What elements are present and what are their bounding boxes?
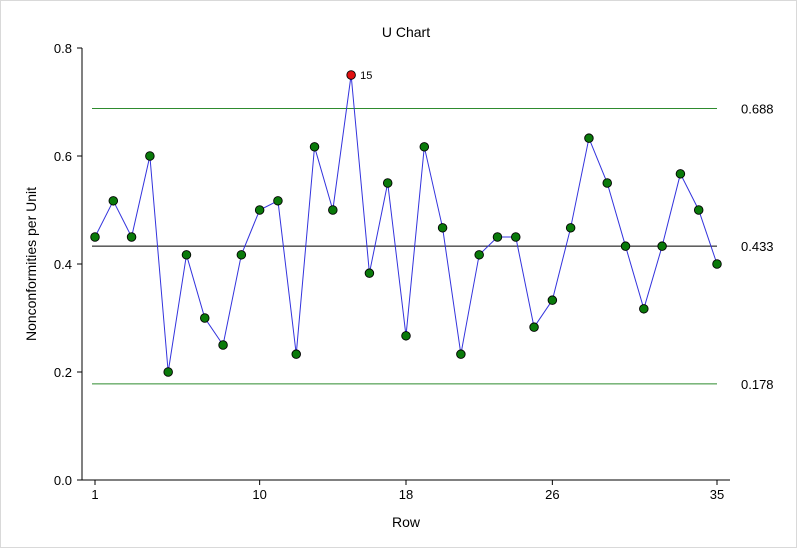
x-tick-label: 1 — [91, 487, 98, 502]
series-line — [94, 74, 718, 373]
data-point — [328, 205, 338, 215]
x-tick-label: 35 — [710, 487, 724, 502]
out-of-control-point — [346, 70, 356, 80]
data-point — [126, 232, 137, 242]
data-point — [474, 250, 484, 260]
data-point — [181, 250, 192, 260]
data-point — [108, 196, 119, 206]
data-point — [602, 178, 612, 188]
y-tick-label: 0.2 — [54, 365, 72, 380]
y-tick-label: 0.0 — [54, 473, 72, 488]
chart-title: U Chart — [382, 24, 430, 40]
data-point — [163, 367, 173, 377]
data-point — [565, 223, 576, 233]
data-point — [90, 232, 100, 242]
data-point — [529, 322, 539, 332]
data-point — [547, 295, 558, 305]
data-point — [254, 205, 265, 215]
y-axis-label: Nonconformities per Unit — [23, 187, 39, 341]
data-point — [200, 313, 210, 323]
lower-control-limit-label: 0.178 — [741, 377, 774, 392]
data-point — [584, 133, 594, 143]
data-point — [236, 250, 247, 260]
y-tick-label: 0.6 — [54, 149, 72, 164]
data-point — [309, 142, 320, 152]
x-tick-label: 26 — [545, 487, 559, 502]
x-tick-label: 18 — [399, 487, 413, 502]
y-tick-label: 0.4 — [54, 257, 72, 272]
data-point — [675, 169, 686, 179]
data-point — [639, 304, 649, 314]
data-point — [492, 232, 503, 242]
data-point — [364, 268, 375, 278]
data-point — [419, 142, 430, 152]
data-point — [657, 241, 667, 251]
data-point — [218, 340, 228, 350]
out-of-control-label: 15 — [360, 70, 372, 82]
data-point — [437, 223, 448, 233]
center-line-label: 0.433 — [741, 239, 774, 254]
data-point — [620, 241, 631, 251]
x-axis-label: Row — [392, 514, 421, 530]
data-point — [712, 259, 722, 269]
upper-control-limit-label: 0.688 — [741, 101, 774, 116]
data-point — [693, 205, 704, 215]
y-tick-label: 0.8 — [54, 41, 72, 56]
data-point — [456, 349, 466, 359]
data-point — [382, 178, 393, 188]
data-point — [145, 151, 155, 161]
data-point — [291, 349, 301, 359]
x-tick-label: 10 — [252, 487, 266, 502]
data-point — [511, 232, 521, 242]
data-point — [401, 331, 411, 341]
data-point — [273, 196, 283, 206]
